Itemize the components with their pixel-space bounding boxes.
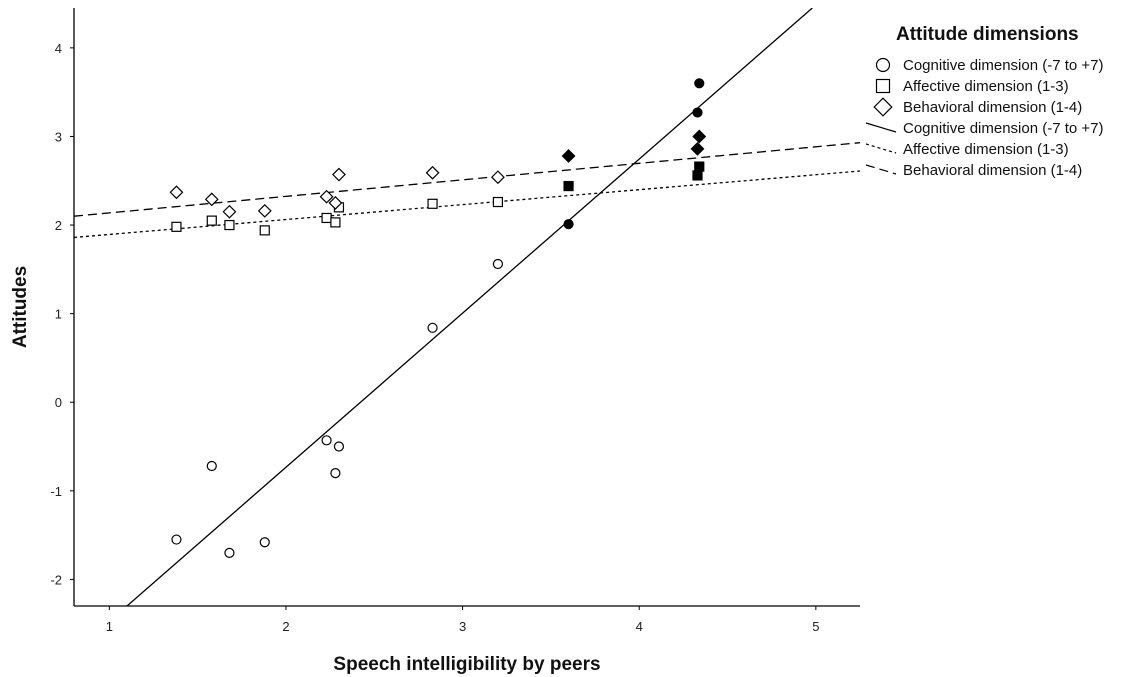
legend-label-behavioral: Behavioral dimension (1-4) [903, 99, 1082, 116]
data-point-cognitive [427, 322, 438, 333]
data-point-affective [692, 170, 703, 181]
y-tick-label: -1 [50, 484, 62, 499]
y-tick-label: 3 [55, 129, 62, 144]
fit-lines [74, 8, 860, 606]
legend-line-affective [865, 143, 897, 154]
x-axis-title: Speech intelligibility by peers [333, 654, 600, 675]
legend-title: Attitude dimensions [896, 24, 1079, 45]
data-point-affective [427, 198, 438, 209]
x-tick-label: 4 [636, 619, 643, 634]
data-point-behavioral [222, 204, 237, 219]
legend-marker-behavioral [873, 97, 893, 117]
data-point-cognitive [692, 107, 703, 118]
data-point-affective [563, 180, 574, 192]
legend-label-affective: Affective dimension (1-3) [903, 78, 1069, 95]
legend-line-behavioral [865, 164, 897, 175]
data-point-cognitive [171, 534, 182, 545]
legend-marker-cognitive [875, 57, 891, 73]
data-point-cognitive [321, 435, 332, 446]
data-point-cognitive [206, 460, 217, 472]
y-tick-label: -2 [50, 572, 62, 587]
x-tick-label: 1 [106, 619, 113, 634]
x-tick-label: 5 [812, 619, 819, 634]
data-point-behavioral [319, 189, 334, 204]
y-axis-title: Attitudes [10, 266, 31, 348]
data-point-behavioral [690, 141, 705, 156]
data-point-behavioral [692, 129, 707, 144]
data-point-affective [206, 215, 217, 226]
data-point-affective [224, 219, 235, 231]
x-tick-label: 3 [459, 619, 466, 634]
data-point-behavioral [204, 192, 219, 207]
data-point-behavioral [332, 167, 346, 182]
data-point-affective [321, 212, 332, 224]
legend-line-label-behavioral: Behavioral dimension (1-4) [903, 162, 1082, 179]
legend: Attitude dimensions Cognitive dimension (… [865, 24, 1104, 179]
data-point-cognitive [333, 441, 345, 452]
data-point-cognitive [563, 219, 574, 230]
data-point-cognitive [694, 78, 705, 89]
data-point-behavioral [328, 195, 343, 210]
legend-label-cognitive: Cognitive dimension (-7 to +7) [903, 57, 1104, 74]
data-point-cognitive [259, 537, 270, 548]
data-point-affective [492, 196, 504, 208]
y-tick-label: 2 [55, 218, 62, 233]
legend-line-cognitive [865, 122, 897, 133]
axes: 1 2 3 4 5 -2 -1 0 1 2 3 4 Speech intelligibility by … [10, 8, 860, 675]
y-tick-label: 0 [55, 395, 62, 410]
legend-line-label-cognitive: Cognitive dimension (-7 to +7) [903, 120, 1104, 137]
data-point-cognitive [224, 547, 235, 558]
fit-line-behavioral [74, 142, 860, 217]
y-tick-label: 1 [55, 307, 62, 322]
data-point-cognitive [330, 468, 341, 479]
data-points [169, 78, 707, 558]
data-point-affective [330, 217, 341, 228]
data-point-affective [694, 161, 705, 172]
data-point-behavioral [257, 203, 272, 218]
fit-line-cognitive [126, 8, 813, 606]
data-point-behavioral [425, 165, 440, 180]
data-point-behavioral [490, 170, 505, 185]
data-point-cognitive [492, 258, 504, 270]
data-point-behavioral [169, 185, 184, 200]
data-point-affective [259, 225, 270, 236]
y-tick-label: 4 [55, 41, 62, 56]
plot-area [74, 8, 860, 606]
x-tick-label: 2 [282, 619, 289, 634]
legend-marker-affective [875, 78, 891, 94]
data-point-affective [171, 221, 182, 232]
fit-line-affective [74, 170, 860, 239]
legend-line-label-affective: Affective dimension (1-3) [903, 141, 1069, 158]
data-point-behavioral [561, 149, 576, 163]
